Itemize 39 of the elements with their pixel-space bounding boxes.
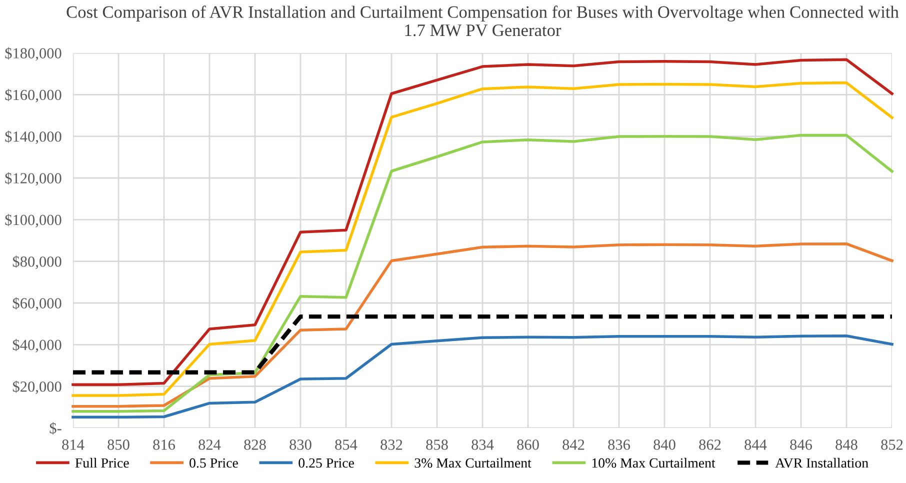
- x-tick-label: 830: [290, 440, 312, 450]
- y-tick-label: $100,000: [5, 214, 62, 228]
- y-tick-label: $120,000: [5, 172, 62, 186]
- y-tick-label: $20,000: [12, 380, 62, 394]
- x-tick-label: 816: [153, 440, 175, 450]
- x-tick-label: 850: [108, 440, 130, 450]
- legend-label: 0.25 Price: [298, 458, 354, 468]
- legend-label: 10% Max Curtailment: [592, 458, 716, 468]
- line-series: [72, 134, 894, 413]
- x-tick-label: 848: [836, 440, 858, 450]
- legend-label: Full Price: [75, 458, 129, 468]
- y-tick-label: $60,000: [12, 297, 62, 311]
- x-tick-label: 844: [744, 440, 767, 450]
- x-tick-label: 824: [198, 440, 221, 450]
- chart-title: Cost Comparison of AVR Installation and Curtailment Compensation for Buses with Overvoltage when Connected with 1.7 MW PV Generator: [66, 6, 899, 36]
- y-tick-label: $-: [50, 422, 62, 434]
- legend-label: 3% Max Curtailment: [414, 458, 532, 468]
- x-tick-label: 860: [517, 440, 539, 450]
- x-tick-label: 858: [426, 440, 448, 450]
- x-tick-label: 832: [380, 440, 402, 450]
- line-series: [72, 242, 894, 408]
- x-tick-label: 840: [654, 440, 676, 450]
- y-tick-label: $160,000: [5, 88, 62, 102]
- x-tick-label: 842: [562, 440, 584, 450]
- legend-label: 0.5 Price: [190, 458, 238, 468]
- x-tick-label: 852: [881, 440, 903, 450]
- x-tick-label: 862: [699, 440, 721, 450]
- x-tick-label: 828: [244, 440, 266, 450]
- legend-label: AVR Installation: [775, 458, 868, 468]
- y-tick-label: $40,000: [12, 338, 62, 352]
- x-tick-label: 854: [335, 440, 358, 450]
- y-tick-label: $80,000: [12, 256, 62, 269]
- line-series: [72, 334, 894, 419]
- x-tick-label: 846: [790, 440, 812, 450]
- x-tick-label: 834: [472, 440, 494, 450]
- x-tick-label: 836: [608, 440, 630, 450]
- y-tick-label: $180,000: [5, 47, 62, 61]
- x-tick-label: 814: [62, 440, 84, 450]
- y-tick-label: $140,000: [5, 130, 62, 144]
